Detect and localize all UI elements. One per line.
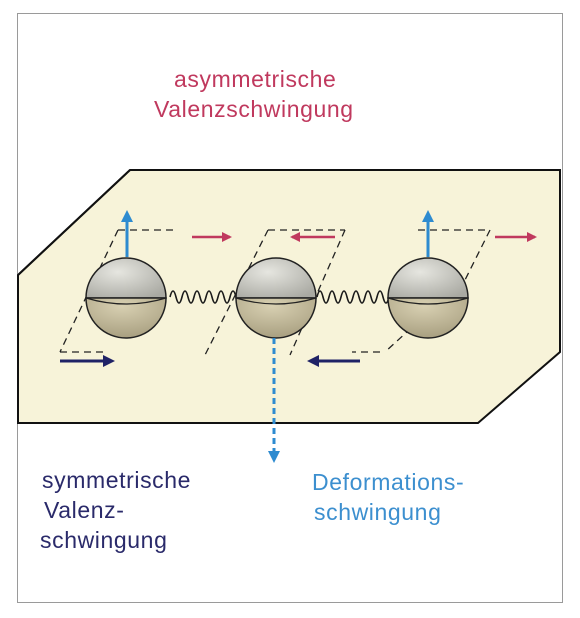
dashed-guides (59, 229, 491, 356)
asymmetric-stretch-label: asymmetrische Valenzschwingung (154, 64, 354, 124)
spring-right (316, 290, 390, 304)
center-atom (235, 257, 317, 339)
deformation-arrows (121, 210, 434, 463)
left-atom (85, 257, 167, 339)
symmetric-line-1: symmetrische (42, 467, 192, 493)
asymmetric-line-1: asymmetrische (174, 66, 337, 92)
asymmetric-line-2: Valenzschwingung (154, 96, 354, 122)
spring-left (169, 290, 243, 304)
deformation-line-1: Deformations- (312, 469, 465, 495)
symmetric-stretch-label: symmetrische Valenz- schwingung (40, 465, 192, 555)
symmetric-line-3: schwingung (40, 527, 168, 553)
deformation-line-2: schwingung (314, 499, 442, 525)
deformation-label: Deformations- schwingung (312, 467, 464, 527)
right-atom (387, 257, 469, 339)
symmetric-line-2: Valenz- (44, 497, 125, 523)
